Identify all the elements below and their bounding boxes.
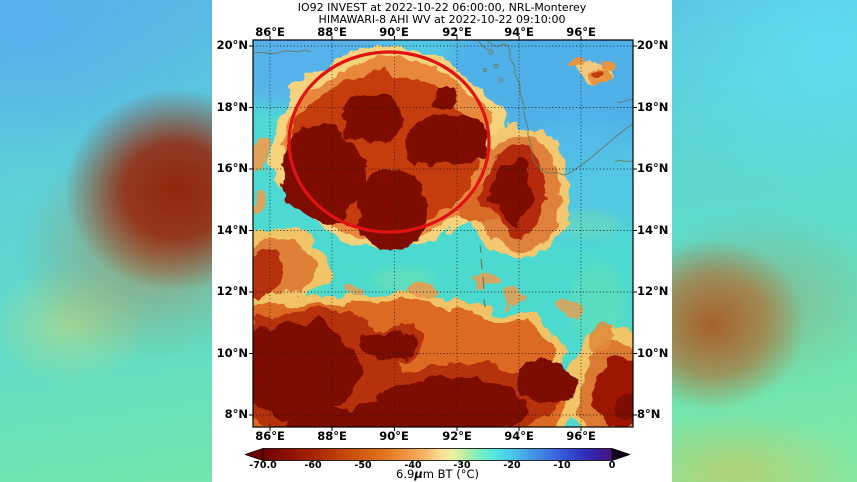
lon-label-top: 94°E (504, 25, 534, 39)
lon-label-bottom: 94°E (504, 429, 534, 443)
satellite-map (249, 36, 637, 431)
figure-subtitle: HIMAWARI-8 AHI WV at 2022-10-22 09:10:00 (318, 13, 566, 26)
lat-label-right: 8°N (637, 407, 661, 421)
colorbar-tick: -50 (354, 460, 372, 471)
grid-lines (253, 40, 633, 427)
colorbar-left-arrow (243, 447, 264, 462)
lat-label-right: 12°N (637, 284, 669, 298)
colorbar-gradient (243, 447, 632, 462)
lat-label-right: 14°N (637, 223, 669, 237)
lat-label-left: 12°N (216, 284, 248, 298)
axis-ticks (249, 36, 637, 431)
lon-label-bottom: 92°E (442, 429, 472, 443)
cloud-masses (253, 48, 633, 427)
lat-label-left: 10°N (216, 346, 248, 360)
lon-label-top: 90°E (379, 25, 409, 39)
colorbar-right-arrow (611, 447, 632, 462)
satellite-map-image (249, 36, 637, 431)
lon-label-top: 88°E (317, 25, 347, 39)
lat-label-right: 18°N (637, 100, 669, 114)
colorbar-tick: -20 (503, 460, 521, 471)
colorbar-label-prefix: 6.9 (396, 467, 415, 481)
lon-label-bottom: 86°E (255, 429, 285, 443)
colorbar-tick: 0 (608, 460, 616, 471)
axes-frame (252, 39, 634, 428)
lon-label-top: 86°E (255, 25, 285, 39)
lon-label-bottom: 96°E (566, 429, 596, 443)
lon-label-top: 92°E (442, 25, 472, 39)
lat-label-right: 20°N (637, 38, 669, 52)
colorbar-tick: -40 (404, 460, 422, 471)
lat-label-right: 16°N (637, 161, 669, 175)
lat-label-left: 18°N (216, 100, 248, 114)
figure-title: IO92 INVEST at 2022-10-22 06:00:00, NRL-… (297, 1, 587, 14)
colorbar-tick: -10 (553, 460, 571, 471)
colorbar-label-suffix: m BT (°C) (422, 467, 479, 481)
colorbar-label-mu: μ (414, 467, 423, 481)
colorbar-tick: -70.0 (249, 460, 277, 471)
invest-annotation-circle (287, 50, 491, 234)
colorbar-tick: -60 (304, 460, 322, 471)
lat-label-right: 10°N (637, 346, 669, 360)
lon-label-bottom: 90°E (379, 429, 409, 443)
lat-label-left: 20°N (216, 38, 248, 52)
lat-label-left: 14°N (216, 223, 248, 237)
lat-label-left: 8°N (224, 407, 248, 421)
lon-label-bottom: 88°E (317, 429, 347, 443)
colorbar (243, 446, 632, 465)
colorbar-tick: -30 (453, 460, 471, 471)
lon-label-top: 96°E (566, 25, 596, 39)
colorbar-label: 6.9μm BT (°C) (245, 467, 630, 481)
lat-label-left: 16°N (216, 161, 248, 175)
